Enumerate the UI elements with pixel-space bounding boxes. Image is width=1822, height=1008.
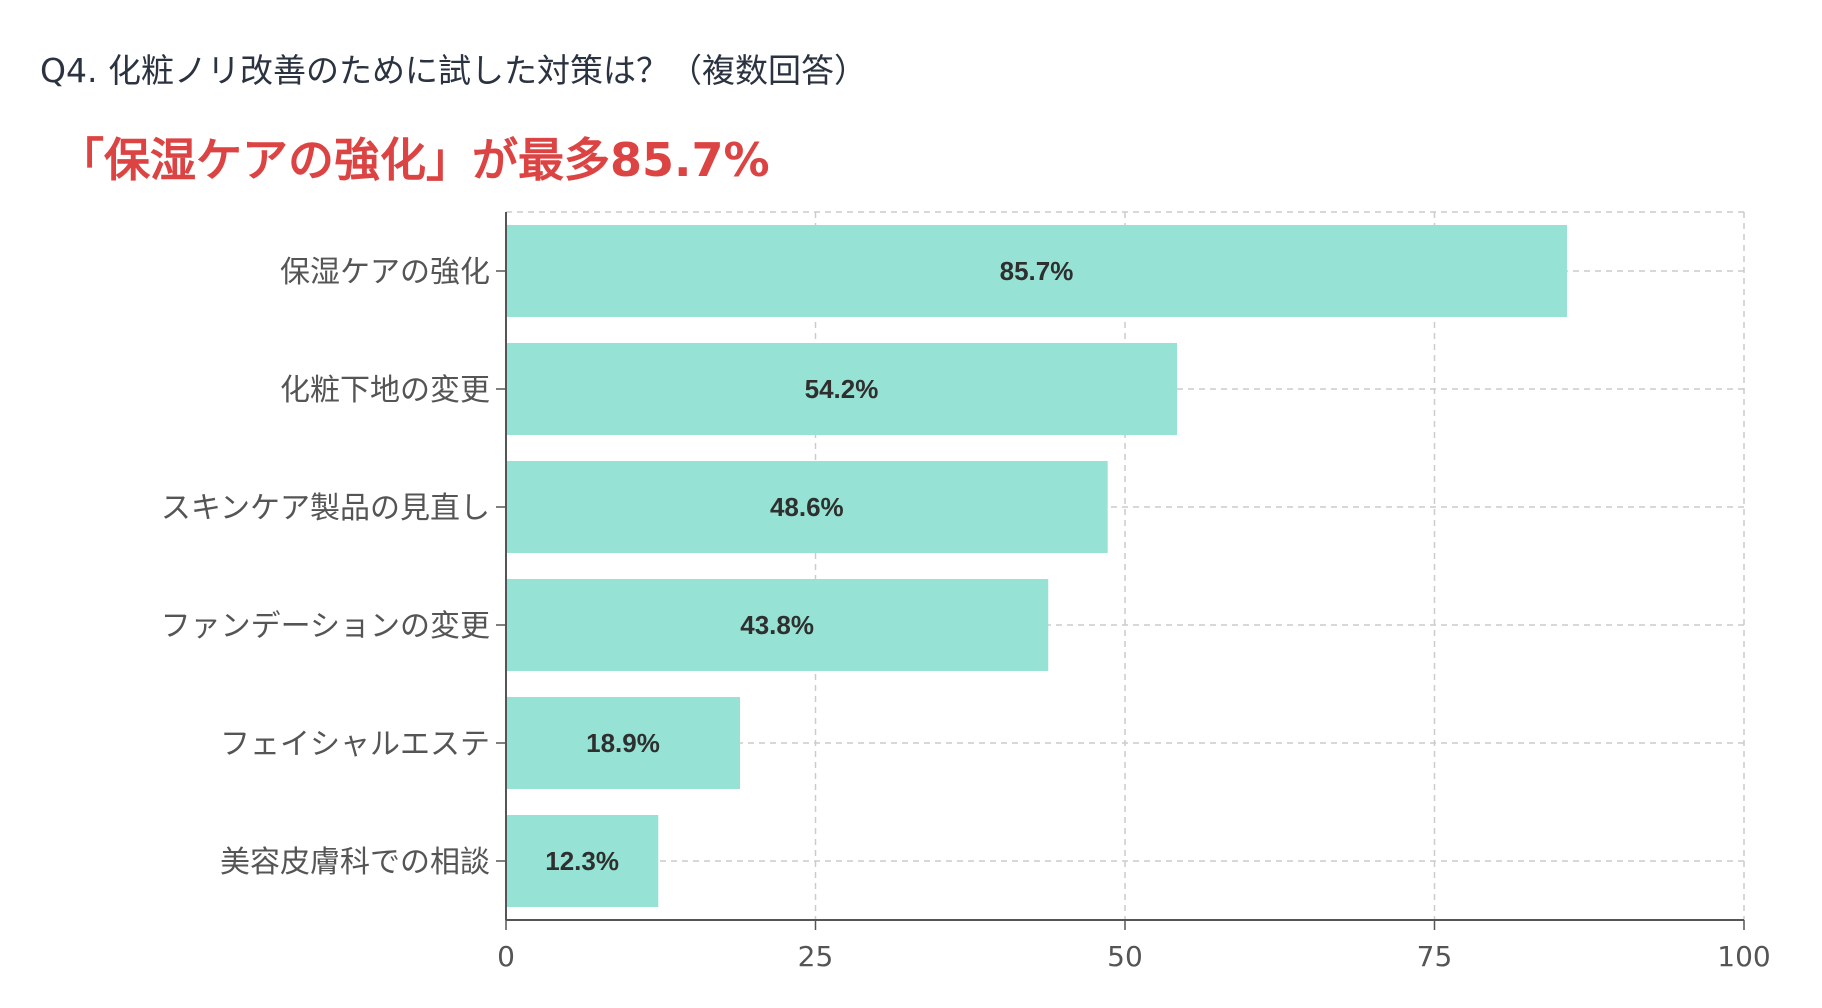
bar <box>506 815 659 907</box>
category-label: 保湿ケアの強化 <box>280 255 490 290</box>
x-tick-label: 100 <box>1717 940 1770 973</box>
x-tick-label: 25 <box>798 940 834 973</box>
category-label: スキンケア製品の見直し <box>161 491 490 526</box>
category-label: 美容皮膚科での相談 <box>220 845 490 880</box>
labels: 0 25 50 75 100 保湿ケアの強化 85.7% 化粧下地の変更 54.2% スキンケア製… <box>161 255 1771 973</box>
bars <box>506 225 1567 907</box>
bar <box>506 343 1177 435</box>
bar <box>506 461 1108 553</box>
value-label: 43.8% <box>740 610 814 640</box>
category-label: 化粧下地の変更 <box>280 373 490 408</box>
bar <box>506 697 740 789</box>
x-tick-label: 75 <box>1417 940 1453 973</box>
x-tick-label: 0 <box>497 940 515 973</box>
value-label: 12.3% <box>545 846 619 876</box>
value-label: 85.7% <box>1000 256 1074 286</box>
category-label: ファンデーションの変更 <box>161 609 490 644</box>
headline: 「保湿ケアの強化」が最多85.7% <box>58 133 770 187</box>
question-title: Q4. 化粧ノリ改善のために試した対策は？（複数回答） <box>40 51 867 90</box>
grid-lines <box>506 211 1745 920</box>
value-label: 18.9% <box>586 728 660 758</box>
value-label: 54.2% <box>805 374 879 404</box>
axes <box>496 212 1745 930</box>
bar <box>506 225 1567 317</box>
value-label: 48.6% <box>770 492 844 522</box>
bar <box>506 579 1049 671</box>
x-tick-label: 50 <box>1107 940 1143 973</box>
category-label: フェイシャルエステ <box>220 727 490 762</box>
